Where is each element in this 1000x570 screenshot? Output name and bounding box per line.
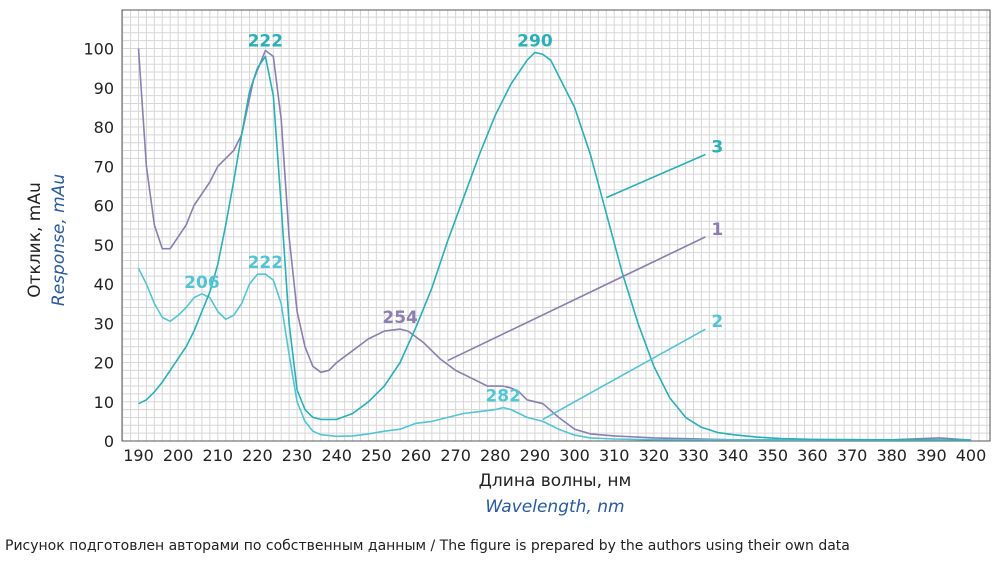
x-tick-label: 250 — [361, 446, 392, 465]
x-tick-label: 360 — [797, 446, 828, 465]
x-tick-label: 280 — [480, 446, 511, 465]
curve-number-label: 3 — [711, 137, 723, 157]
curve-number-label: 2 — [711, 312, 723, 332]
y-axis-label: Отклик, mAu — [25, 182, 45, 298]
x-tick-label: 200 — [163, 446, 194, 465]
y-tick-label: 0 — [104, 432, 114, 451]
peak-label: 222 — [248, 253, 284, 273]
y-tick-label: 30 — [94, 314, 114, 333]
x-axis-label-english: Wavelength, nm — [485, 497, 624, 517]
peak-label: 206 — [184, 273, 220, 293]
y-tick-label: 20 — [94, 354, 114, 373]
x-tick-label: 390 — [916, 446, 947, 465]
curve-leader-line — [447, 236, 706, 362]
x-tick-label: 370 — [837, 446, 868, 465]
series-lines — [137, 48, 972, 442]
x-axis-label: Длина волны, нм — [479, 471, 632, 491]
annotations: 222 206 222 254 282 290 3 1 2 — [184, 31, 723, 421]
x-tick-label: 220 — [242, 446, 273, 465]
x-tick-label: 320 — [639, 446, 670, 465]
curve-leader-line — [605, 153, 706, 199]
x-tick-label: 240 — [321, 446, 352, 465]
peak-label: 282 — [485, 387, 521, 407]
axis-ticks: 190 200 210 220 230 240 250 260 270 280 290 300 310 3… — [83, 40, 986, 466]
x-tick-label: 400 — [956, 446, 987, 465]
x-tick-label: 300 — [559, 446, 590, 465]
plot-frame — [121, 9, 991, 442]
chart-grid — [122, 10, 990, 442]
y-tick-label: 10 — [94, 393, 114, 412]
curve-leader-line — [542, 328, 706, 421]
x-tick-label: 230 — [282, 446, 313, 465]
x-tick-label: 340 — [718, 446, 749, 465]
x-tick-label: 190 — [123, 446, 154, 465]
y-tick-label: 50 — [94, 236, 114, 255]
x-tick-label: 380 — [876, 446, 907, 465]
y-tick-label: 90 — [94, 79, 114, 98]
x-tick-label: 310 — [599, 446, 630, 465]
series-line-3 — [138, 51, 972, 442]
peak-label: 254 — [382, 308, 418, 328]
curve-number-label: 1 — [711, 220, 723, 240]
x-tick-label: 210 — [203, 446, 234, 465]
peak-label: 290 — [517, 31, 553, 51]
x-tick-label: 330 — [678, 446, 709, 465]
figure-caption: Рисунок подготовлен авторами по собствен… — [5, 538, 850, 554]
x-tick-label: 260 — [401, 446, 432, 465]
y-tick-label: 40 — [94, 275, 114, 294]
y-tick-label: 60 — [94, 197, 114, 216]
series-line-1 — [137, 48, 972, 441]
x-tick-label: 270 — [440, 446, 471, 465]
peak-label: 222 — [248, 31, 284, 51]
series-line-2 — [137, 267, 972, 442]
x-tick-label: 290 — [520, 446, 551, 465]
x-tick-label: 350 — [758, 446, 789, 465]
spectrum-chart: 190 200 210 220 230 240 250 260 270 280 290 300 310 3… — [25, 9, 991, 517]
y-tick-label: 100 — [83, 40, 114, 59]
y-tick-label: 80 — [94, 118, 114, 137]
y-axis-label-english: Response, mAu — [49, 174, 69, 306]
y-tick-label: 70 — [94, 157, 114, 176]
